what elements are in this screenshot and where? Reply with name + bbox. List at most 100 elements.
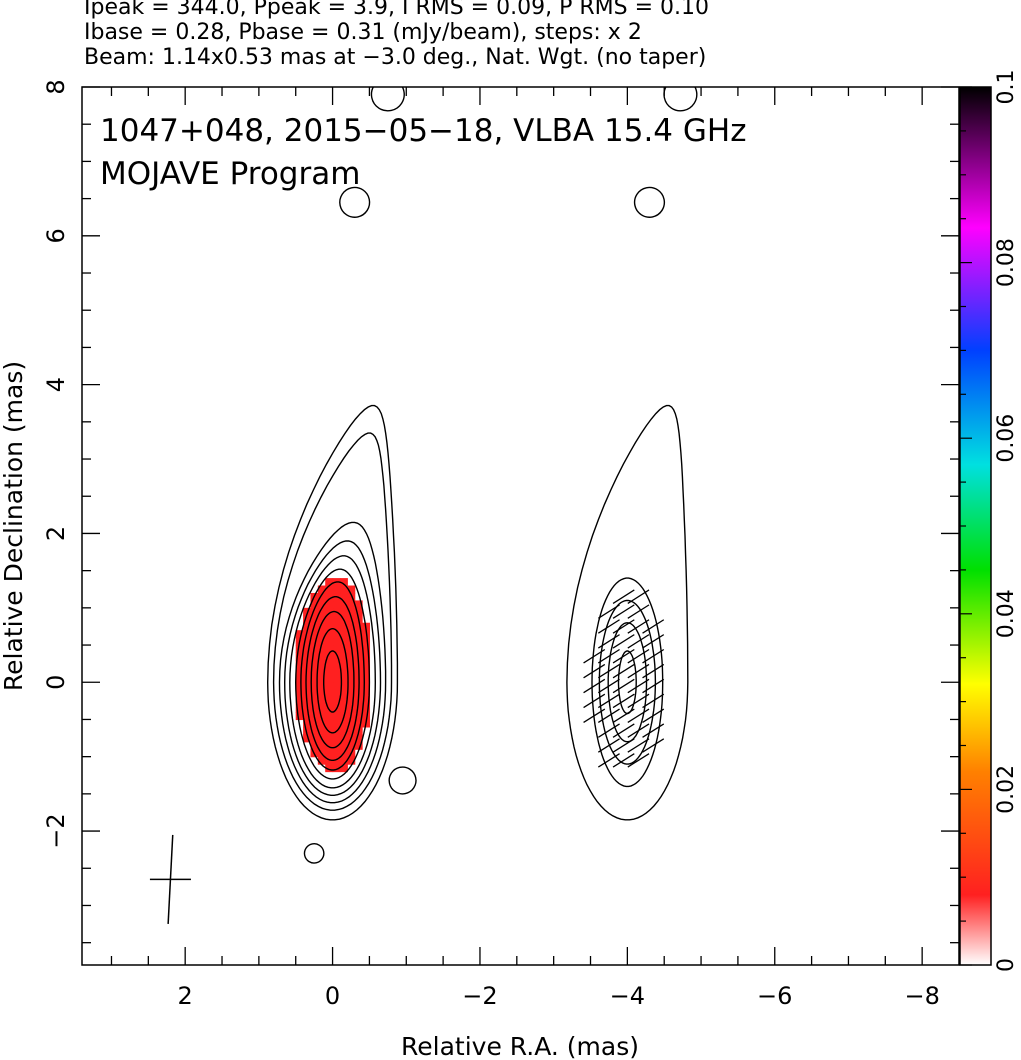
polarization-pixel <box>317 585 326 594</box>
polarization-pixel <box>362 682 371 691</box>
plot-frame <box>81 86 960 966</box>
polarization-pixel <box>362 704 371 713</box>
polarization-pixel <box>332 652 341 661</box>
contour-group <box>266 87 698 864</box>
polarization-pixel <box>354 600 363 609</box>
polarization-pixel <box>332 645 341 654</box>
polarization-pixel <box>295 697 304 706</box>
evpa-vector <box>612 663 635 679</box>
polarization-pixel <box>295 674 304 683</box>
polarization-pixel <box>317 592 326 602</box>
polarization-pixel <box>325 734 334 743</box>
polarization-pixel <box>310 674 319 683</box>
polarized-intensity-contour <box>591 577 664 788</box>
y-tick-label: 2 <box>42 526 70 541</box>
polarization-pixel <box>347 689 356 698</box>
polarization-pixel <box>317 659 326 668</box>
polarization-pixel <box>303 734 312 743</box>
evpa-vectors <box>583 589 665 768</box>
polarization-pixel <box>295 704 304 713</box>
polarization-pixel <box>325 719 334 728</box>
evpa-vector <box>612 678 635 694</box>
evpa-vector <box>612 708 635 723</box>
polarization-pixel <box>354 607 363 616</box>
polarization-pixel <box>354 719 363 728</box>
total-intensity-contour <box>305 596 360 761</box>
evpa-vector <box>583 693 606 709</box>
total-intensity-contour <box>278 521 387 804</box>
polarization-pixel <box>303 682 312 691</box>
total-intensity-contour <box>289 555 377 789</box>
polarization-pixel <box>339 741 348 750</box>
evpa-vector <box>597 634 620 649</box>
beam-marker <box>149 834 191 924</box>
polarization-pixel <box>347 652 356 661</box>
polarization-pixel <box>310 615 319 624</box>
polarization-pixel <box>362 712 371 721</box>
polarization-pixel <box>339 578 348 587</box>
total-intensity-contour <box>310 610 355 749</box>
x-tick-label: −6 <box>757 982 792 1010</box>
polarization-pixel <box>347 659 356 668</box>
polarization-pixel <box>332 697 341 706</box>
evpa-vector <box>627 663 650 679</box>
polarization-pixel <box>347 630 356 639</box>
evpa-vector <box>627 589 650 604</box>
polarization-pixel <box>317 600 326 609</box>
polarization-pixel <box>332 734 341 743</box>
polarization-pixel <box>339 600 348 609</box>
polarization-pixel <box>347 756 356 765</box>
total-intensity-contour <box>283 540 382 796</box>
polarization-pixel <box>310 600 319 609</box>
evpa-vector <box>612 634 635 649</box>
evpa-vector <box>583 708 606 723</box>
polarization-pixel <box>332 712 341 721</box>
evpa-vector <box>597 723 620 738</box>
colorbar-tick-label: 0.04 <box>994 589 1019 638</box>
polarization-pixel <box>295 652 304 661</box>
polarization-pixel <box>362 645 371 654</box>
polarization-pixel <box>347 607 356 616</box>
evpa-vector <box>583 663 606 679</box>
polarization-pixel <box>332 682 341 691</box>
evpa-vector <box>597 604 620 619</box>
noise-contour <box>663 87 698 112</box>
polarization-pixel <box>310 667 319 676</box>
y-tick-label: −2 <box>42 813 70 848</box>
polarization-pixel <box>339 726 348 735</box>
polarization-pixel <box>310 659 319 668</box>
polarization-pixel <box>325 600 334 609</box>
y-tick-label: 4 <box>42 377 70 392</box>
polarization-pixel <box>303 689 312 698</box>
polarization-pixel <box>332 689 341 698</box>
polarization-pixel <box>362 667 371 676</box>
polarization-pixel <box>325 585 334 594</box>
polarization-pixel <box>332 600 341 609</box>
polarization-pixel <box>347 585 356 594</box>
noise-contour <box>339 186 371 218</box>
polarization-pixel <box>295 659 304 668</box>
polarization-pixel <box>339 674 348 683</box>
evpa-vector <box>612 589 635 604</box>
polarization-pixel <box>295 667 304 676</box>
polarization-pixel <box>354 741 363 750</box>
polarization-pixel <box>317 645 326 654</box>
polarization-pixel <box>317 726 326 735</box>
evpa-vector <box>612 648 635 664</box>
polarization-pixel <box>317 704 326 713</box>
evpa-vector <box>642 678 665 694</box>
polarization-pixel <box>332 719 341 728</box>
evpa-vector <box>627 678 650 694</box>
evpa-vector <box>627 648 650 664</box>
polarization-pixel <box>295 630 304 639</box>
polarization-pixel <box>354 734 363 743</box>
polarization-pixel <box>310 637 319 646</box>
polarization-pixel <box>310 682 319 691</box>
evpa-vector <box>597 738 620 753</box>
polarization-pixel <box>362 637 371 646</box>
x-tick-label: −4 <box>610 982 645 1010</box>
evpa-vector <box>627 708 650 723</box>
header-line-beam: Beam: 1.14x0.53 mas at −3.0 deg., Nat. W… <box>84 45 707 70</box>
polarization-pixel <box>325 607 334 616</box>
